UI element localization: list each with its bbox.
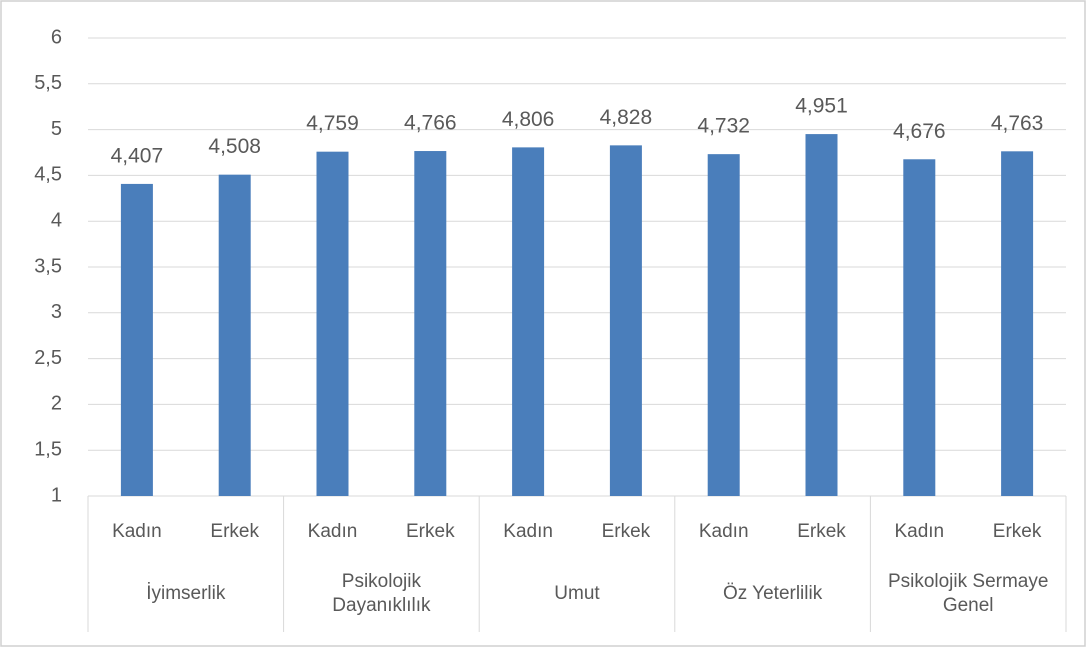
y-tick-label: 4: [51, 209, 62, 231]
y-tick-label: 1,5: [34, 438, 62, 460]
x-tick-label: Erkek: [993, 521, 1042, 542]
x-tick-label: Erkek: [797, 521, 846, 542]
y-tick-label: 1: [51, 484, 62, 506]
y-tick-label: 3,5: [34, 255, 62, 277]
value-label: 4,407: [111, 144, 164, 167]
y-tick-label: 2,5: [34, 347, 62, 369]
x-tick-label: Kadın: [699, 521, 749, 542]
bar: [512, 147, 545, 496]
value-label: 4,828: [600, 106, 653, 129]
x-tick-label: Kadın: [308, 521, 358, 542]
y-tick-label: 5,5: [34, 72, 62, 94]
group-label: Umut: [554, 583, 600, 604]
x-tick-label: Kadın: [894, 521, 944, 542]
x-tick-label: Erkek: [406, 521, 455, 542]
y-tick-label: 2: [51, 393, 62, 415]
group-label: İyimserlik: [146, 583, 226, 604]
x-tick-label: Kadın: [503, 521, 553, 542]
bar: [316, 151, 349, 496]
value-label: 4,732: [697, 115, 750, 138]
y-tick-label: 5: [51, 118, 62, 140]
bar: [218, 174, 251, 496]
value-label: 4,806: [502, 108, 555, 131]
y-tick-label: 4,5: [34, 164, 62, 186]
value-label: 4,766: [404, 112, 457, 135]
value-label: 4,759: [306, 112, 359, 135]
value-label: 4,763: [991, 112, 1044, 135]
value-label: 4,951: [795, 95, 848, 118]
x-tick-label: Erkek: [602, 521, 651, 542]
y-tick-label: 6: [51, 26, 62, 48]
value-label: 4,508: [208, 135, 261, 158]
x-tick-label: Kadın: [112, 521, 162, 542]
bar: [414, 151, 447, 496]
bar: [903, 159, 936, 497]
bar: [609, 145, 642, 496]
bar: [707, 154, 740, 496]
x-tick-label: Erkek: [210, 521, 259, 542]
group-label: Psikolojik Dayanıklılık: [332, 571, 431, 616]
bar: [120, 183, 153, 496]
value-label: 4,676: [893, 120, 946, 143]
bar: [1001, 151, 1034, 496]
group-label: Psikolojik Sermaye Genel: [887, 571, 1049, 616]
bar: [805, 134, 838, 497]
group-label: Öz Yeterlilik: [722, 583, 823, 604]
y-tick-label: 3: [51, 301, 62, 323]
